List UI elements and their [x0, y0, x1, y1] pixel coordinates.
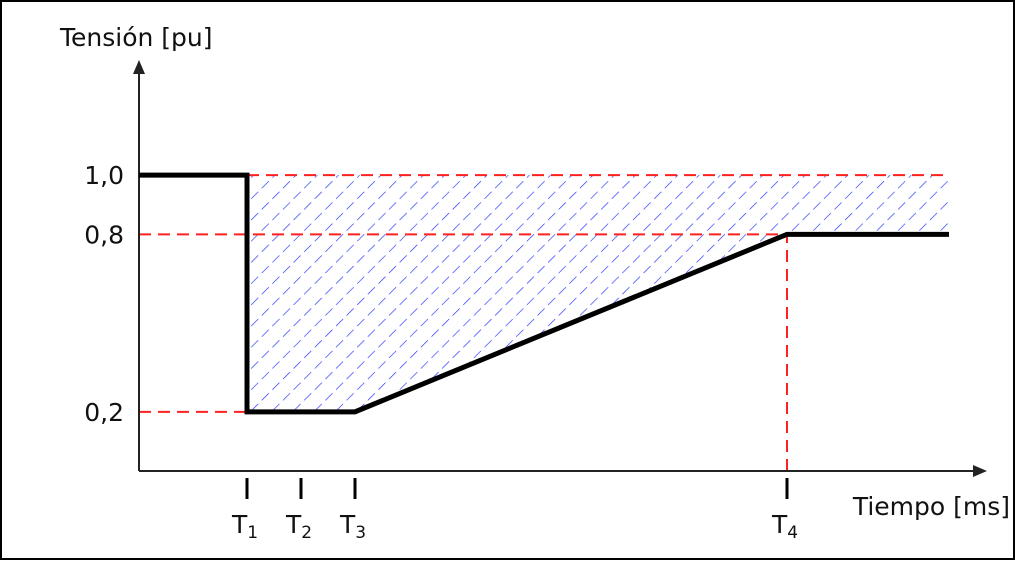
x-axis-arrow	[973, 465, 987, 477]
x-tick-subscript: 2	[301, 523, 312, 543]
x-tick-label: T4	[771, 510, 798, 543]
x-tick-subscript: 4	[787, 523, 798, 543]
x-tick-subscript: 3	[355, 523, 366, 543]
voltage-curve	[139, 172, 949, 415]
y-tick-label: 0,8	[84, 220, 124, 249]
y-tick-label: 1,0	[84, 161, 124, 190]
hatched-region	[247, 175, 949, 412]
y-tick-label: 0,2	[84, 398, 124, 427]
x-tick-subscript: 1	[247, 523, 258, 543]
y-axis-arrow	[133, 60, 145, 74]
y-axis-label: Tensión [pu]	[59, 23, 213, 52]
x-axis-label: Tiempo [ms]	[852, 492, 1010, 521]
x-tick-label: T2	[285, 510, 312, 543]
x-tick-label: T1	[231, 510, 258, 543]
x-tick-label: T3	[339, 510, 366, 543]
